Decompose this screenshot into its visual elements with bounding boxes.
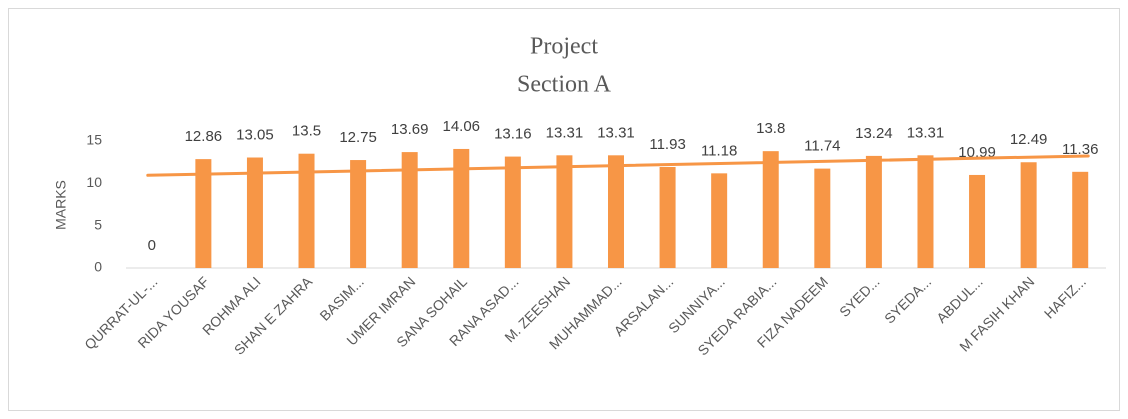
data-label: 13.31	[597, 124, 635, 141]
bar	[453, 148, 470, 268]
data-label: 11.18	[701, 142, 737, 159]
bar	[969, 174, 986, 268]
data-label: 12.49	[1010, 131, 1048, 148]
trendline	[146, 154, 1090, 177]
data-label: 11.36	[1062, 141, 1098, 158]
data-label: 13.8	[756, 120, 785, 137]
data-label: 13.24	[855, 125, 893, 142]
bar	[298, 153, 315, 268]
data-label: 11.74	[804, 138, 840, 155]
bar	[1020, 162, 1037, 268]
data-label: 13.31	[907, 124, 945, 141]
y-tick-label: 5	[94, 216, 102, 232]
bar	[401, 152, 418, 268]
y-tick-label: 10	[86, 174, 102, 190]
chart-subtitle: Section A	[517, 72, 612, 98]
data-label: 0	[148, 237, 156, 254]
data-label: 11.93	[649, 136, 685, 153]
data-label: 13.16	[494, 126, 532, 143]
data-label: 12.86	[185, 128, 223, 145]
y-tick-label: 0	[94, 259, 102, 275]
data-label: 12.75	[339, 129, 377, 146]
bar	[556, 155, 573, 268]
bar	[711, 173, 728, 268]
bar	[659, 166, 676, 268]
bar	[865, 155, 882, 268]
bar	[350, 160, 367, 268]
bar	[504, 156, 521, 268]
data-label: 13.5	[292, 123, 321, 140]
bar	[1072, 171, 1089, 268]
data-label: 13.69	[391, 121, 429, 138]
bar	[762, 151, 779, 268]
bar	[246, 157, 263, 268]
y-tick-label: 15	[86, 132, 102, 148]
bar	[917, 155, 934, 268]
chart-title: Project	[530, 34, 598, 60]
data-label: 14.06	[442, 118, 480, 135]
bar	[608, 155, 624, 268]
bar	[195, 159, 212, 268]
bar	[814, 168, 831, 268]
y-axis-label: MARKS	[53, 180, 69, 230]
data-label: 13.31	[546, 124, 584, 141]
data-label: 13.05	[236, 126, 274, 143]
